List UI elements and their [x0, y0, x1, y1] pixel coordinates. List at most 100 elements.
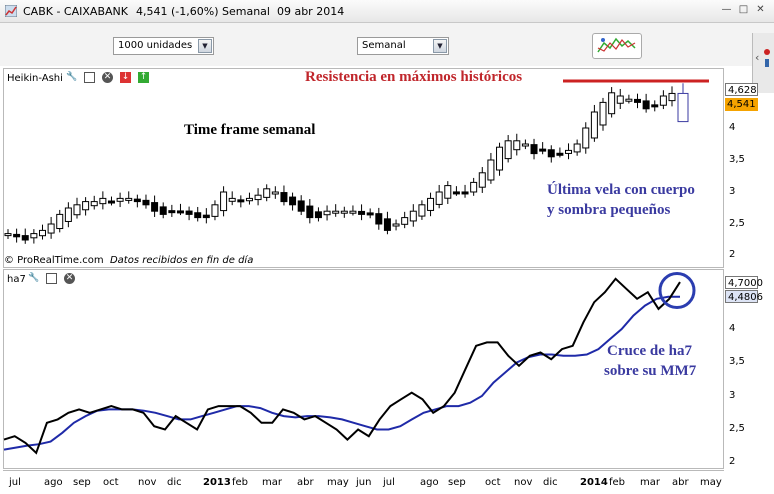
candle-body — [418, 204, 426, 217]
candle-body — [452, 191, 460, 195]
candle-body — [151, 202, 159, 212]
last-price-box: 4,541 — [725, 98, 758, 111]
candle-body — [254, 194, 262, 201]
candle-body — [64, 207, 72, 222]
candle-body — [582, 127, 590, 149]
indicators-button[interactable] — [592, 33, 642, 59]
wrench-icon[interactable]: 🔧 — [28, 273, 40, 283]
candle-body — [306, 205, 314, 219]
indicator-panel — [3, 269, 724, 469]
candle-body — [659, 95, 667, 106]
candle-body — [159, 206, 167, 215]
x-tick-label: sep — [448, 477, 466, 488]
timeframe-annotation: Time frame semanal — [184, 122, 316, 138]
x-tick-label: feb — [232, 477, 249, 488]
y-tick-label: 2,5 — [729, 423, 745, 434]
x-tick-label: oct — [485, 477, 501, 488]
candle-body — [461, 191, 469, 195]
move-up-icon[interactable]: ↑ — [138, 72, 149, 83]
high-price-box: 4,628 — [725, 83, 758, 96]
candle-body — [4, 233, 12, 237]
x-tick-label: mar — [640, 477, 660, 488]
y-tick-label: 3,5 — [729, 356, 745, 367]
candle-body — [599, 101, 607, 126]
candle-body — [56, 213, 64, 230]
candle-body — [90, 201, 98, 207]
x-tick-label: 2013 — [203, 477, 231, 488]
candle-body — [297, 200, 305, 212]
candle-body — [30, 233, 38, 239]
period-select[interactable]: Semanal ▼ — [357, 37, 449, 55]
candle-body — [211, 204, 219, 217]
candle-body — [271, 191, 279, 195]
chevron-left-icon: ‹ — [755, 51, 760, 64]
candle-body — [73, 204, 81, 216]
candle-body — [314, 211, 322, 219]
units-select[interactable]: 1000 unidades ▼ — [113, 37, 214, 55]
period-date: Semanal 09 abr 2014 — [222, 5, 345, 18]
candle-body — [107, 200, 115, 204]
candle-body — [634, 98, 642, 103]
y-tick-label: 4 — [729, 323, 736, 334]
x-tick-label: abr — [297, 477, 314, 488]
candle-body — [539, 148, 547, 152]
candle-body — [625, 98, 633, 102]
candle-body — [435, 191, 443, 205]
candle-body — [565, 149, 573, 154]
x-tick-label: 2014 — [580, 477, 608, 488]
resistance-annotation: Resistencia en máximos históricos — [305, 69, 523, 85]
close-indicator-icon[interactable]: ✕ — [64, 273, 75, 284]
candle-body — [547, 149, 555, 158]
candle-body — [470, 181, 478, 193]
period-select-value: Semanal — [362, 40, 406, 51]
x-tick-label: dic — [543, 477, 558, 488]
cross-circle — [658, 272, 696, 309]
wrench-icon[interactable]: 🔧 — [66, 72, 78, 82]
cross-annotation: sobre su MM7 — [604, 363, 697, 379]
last-candle-body — [677, 92, 689, 123]
window-icon[interactable] — [46, 273, 57, 284]
x-tick-label: dic — [167, 477, 182, 488]
ha7-line — [3, 277, 681, 455]
x-tick-label: nov — [514, 477, 533, 488]
candle-body — [366, 212, 374, 216]
candle-body — [573, 143, 581, 153]
candle-body — [409, 210, 417, 222]
candle-body — [133, 198, 141, 203]
x-tick-label: oct — [103, 477, 119, 488]
candle-body — [82, 201, 90, 211]
move-down-icon[interactable]: ↓ — [120, 72, 131, 83]
side-panel-toggle[interactable]: ‹ — [752, 33, 774, 93]
maximize-icon[interactable]: □ — [738, 4, 749, 15]
y-tick-label: 3 — [729, 390, 736, 401]
candle-body — [521, 143, 529, 147]
window-titlebar: CABK - CAIXABANK 4,541 (-1,60%) Semanal … — [0, 0, 774, 23]
price-change: 4,541 (-1,60%) — [136, 5, 219, 18]
candle-body — [427, 197, 435, 211]
candle-body — [142, 199, 150, 206]
cross-annotation: Cruce de ha7 — [607, 343, 692, 359]
candle-body — [504, 140, 512, 160]
minimize-icon[interactable]: — — [721, 4, 732, 15]
candle-body — [263, 188, 271, 198]
x-tick-label: nov — [138, 477, 157, 488]
candle-body — [590, 111, 598, 139]
candle-body — [444, 185, 452, 199]
y-tick-label: 4 — [729, 122, 736, 133]
chevron-down-icon: ▼ — [198, 39, 212, 53]
close-indicator-icon[interactable]: ✕ — [102, 72, 113, 83]
candle-body — [228, 197, 236, 202]
last-candle-annotation: Última vela con cuerpo — [547, 182, 695, 198]
candle-body — [383, 218, 391, 231]
x-tick-label: jun — [356, 477, 372, 488]
units-select-value: 1000 unidades — [118, 40, 193, 51]
close-icon[interactable]: ✕ — [756, 4, 765, 15]
candle-body — [125, 197, 133, 201]
candle-body — [220, 191, 228, 212]
candle-body — [245, 197, 253, 202]
window-icon[interactable] — [84, 72, 95, 83]
indicators-icon — [597, 37, 636, 53]
tools-icon — [764, 49, 770, 67]
price-indicator-label: Heikin-Ashi — [7, 73, 63, 84]
candle-body — [496, 146, 504, 171]
